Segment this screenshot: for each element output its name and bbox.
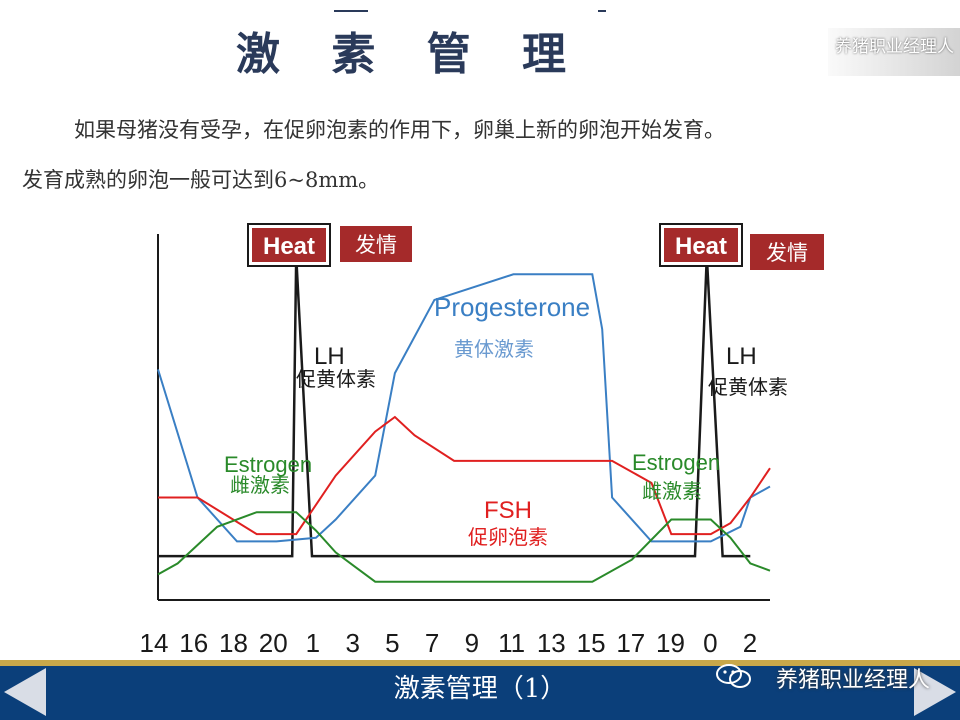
watermark-top: 养猪职业经理人 [828, 28, 960, 76]
estrogen-label: Estrogen [224, 452, 312, 477]
heat-cn-label: 发情 [355, 233, 397, 257]
series-line-progesterone [157, 273, 771, 543]
fsh-label: FSH [484, 497, 532, 524]
x-tick-label: 13 [537, 628, 566, 658]
x-tick-label: 0 [703, 628, 717, 658]
paragraph-line-1: 如果母猪没有受孕，在促卵泡素的作用下，卵巢上新的卵泡开始发育。 [74, 118, 725, 142]
heat-marker-1: Heat 发情 [247, 223, 412, 267]
estrogen-cn-label: 雌激素 [230, 473, 290, 497]
heat-cn-box [340, 226, 412, 262]
heat-marker-2: Heat 发情 [659, 223, 824, 270]
fsh-cn-label: 促卵泡素 [468, 525, 548, 549]
x-tick-label: 11 [498, 628, 525, 658]
x-tick-label: 7 [425, 628, 439, 658]
lh-cn-label: 促黄体素 [708, 375, 788, 399]
series-line-estrogen [157, 511, 771, 583]
x-tick-label: 16 [179, 628, 208, 658]
watermark-bottom: 养猪职业经理人 [775, 668, 930, 693]
watermark-top-text: 养猪职业经理人 [835, 37, 954, 57]
progesterone-label: Progesterone [434, 292, 590, 322]
heat-label: Heat [263, 233, 315, 260]
x-tick-label: 3 [345, 628, 359, 658]
series-layer [157, 255, 771, 583]
heat-box-fill [664, 228, 738, 262]
x-tick-label: 20 [259, 628, 288, 658]
previous-slide-button[interactable] [4, 668, 46, 716]
lh-label: LH [314, 343, 345, 370]
x-tick-label: 5 [385, 628, 399, 658]
paragraph-line-2: 发育成熟的卵泡一般可达到6~8mm。 [22, 168, 380, 192]
x-tick-labels: 14 16 18 20 1 3 5 7 9 11 13 15 17 19 0 2 [140, 628, 758, 658]
heat-cn-box [750, 234, 824, 270]
heat-label: Heat [675, 233, 727, 260]
lh-cn-label: 促黄体素 [296, 367, 376, 391]
lh-label: LH [726, 343, 757, 370]
x-tick-label: 2 [743, 628, 757, 658]
series-line-lh [158, 255, 751, 558]
x-tick-label: 1 [306, 628, 320, 658]
x-tick-label: 17 [616, 628, 645, 658]
title-accent-line [598, 10, 606, 12]
progesterone-cn-label: 黄体激素 [454, 337, 534, 361]
page-title: 激 素 管 理 [236, 29, 584, 80]
x-tick-label: 14 [140, 628, 169, 658]
next-slide-button[interactable] [914, 668, 956, 716]
x-tick-label: 19 [656, 628, 685, 658]
x-tick-label: 15 [577, 628, 606, 658]
wechat-icon [716, 664, 751, 688]
heat-box-fill [252, 228, 326, 262]
hormone-chart: 14 16 18 20 1 3 5 7 9 11 13 15 17 19 0 2 Heat 发情 Heat 发… [140, 223, 824, 658]
heat-cn-label: 发情 [766, 241, 808, 265]
footer-bar [0, 660, 960, 720]
title-accent-line [334, 10, 368, 12]
estrogen-cn-label: 雌激素 [642, 479, 702, 503]
x-tick-label: 9 [465, 628, 479, 658]
series-line-fsh [158, 415, 771, 536]
estrogen-label: Estrogen [632, 450, 720, 475]
footer-title: 激素管理（1） [393, 674, 567, 704]
x-tick-label: 18 [219, 628, 248, 658]
